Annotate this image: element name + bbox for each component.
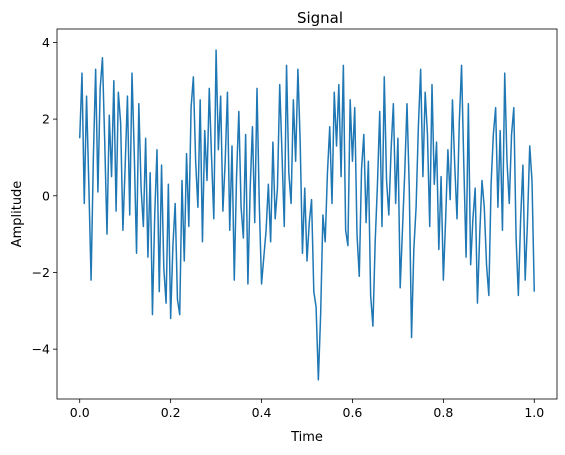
series-line bbox=[78, 49, 536, 381]
x-tick-label: 0.4 bbox=[252, 405, 272, 420]
y-tick-label: 4 bbox=[42, 35, 50, 50]
x-axis-ticks: 0.0 0.2 0.4 0.6 0.8 1.0 bbox=[70, 399, 544, 420]
y-axis-label: Amplitude bbox=[10, 181, 25, 248]
y-tick-label: 2 bbox=[42, 112, 50, 127]
axes-frame bbox=[56, 28, 558, 400]
x-tick-label: 0.6 bbox=[343, 405, 363, 420]
y-tick-label: −2 bbox=[32, 265, 50, 280]
x-tick-label: 0.8 bbox=[433, 405, 453, 420]
y-tick-label: −4 bbox=[32, 342, 50, 357]
y-axis-ticks: −4 −2 0 2 4 bbox=[32, 35, 57, 357]
x-tick-label: 0.0 bbox=[70, 405, 90, 420]
x-tick-label: 0.2 bbox=[161, 405, 181, 420]
y-tick-label: 0 bbox=[42, 188, 50, 203]
chart-title: Signal bbox=[297, 9, 343, 27]
x-axis-label: Time bbox=[290, 430, 323, 445]
x-tick-label: 1.0 bbox=[524, 405, 544, 420]
plot-area bbox=[78, 49, 536, 381]
